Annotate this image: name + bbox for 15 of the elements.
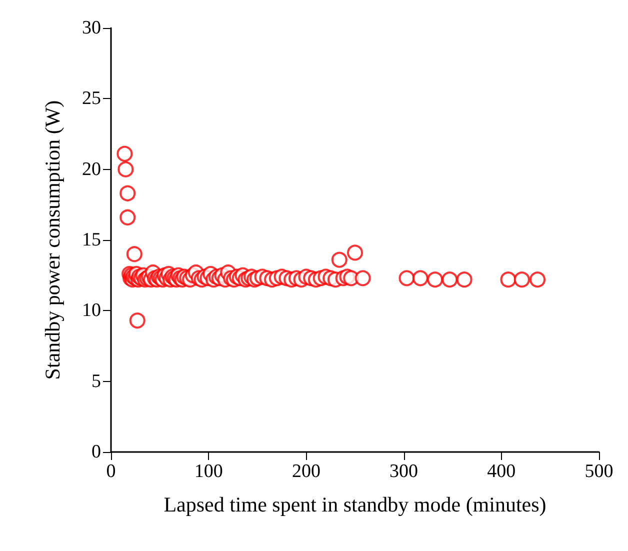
x-tick-label: 400 — [487, 461, 516, 482]
y-axis-title: Standby power consumption (W) — [40, 100, 64, 380]
x-axis-title: Lapsed time spent in standby mode (minutes) — [164, 492, 546, 516]
x-tick-label: 500 — [584, 461, 614, 482]
x-tick-label: 200 — [292, 461, 320, 482]
y-tick-label: 30 — [82, 18, 101, 38]
y-tick-label: 25 — [82, 88, 101, 110]
y-tick-label: 5 — [92, 370, 101, 392]
x-tick-label: 300 — [390, 461, 418, 482]
x-tick-label: 100 — [194, 461, 223, 482]
x-tick-label: 0 — [106, 461, 116, 482]
y-tick-label: 20 — [82, 158, 101, 180]
y-tick-label: 0 — [92, 442, 101, 462]
y-tick-label: 15 — [82, 230, 101, 250]
y-tick-label: 10 — [82, 300, 101, 322]
